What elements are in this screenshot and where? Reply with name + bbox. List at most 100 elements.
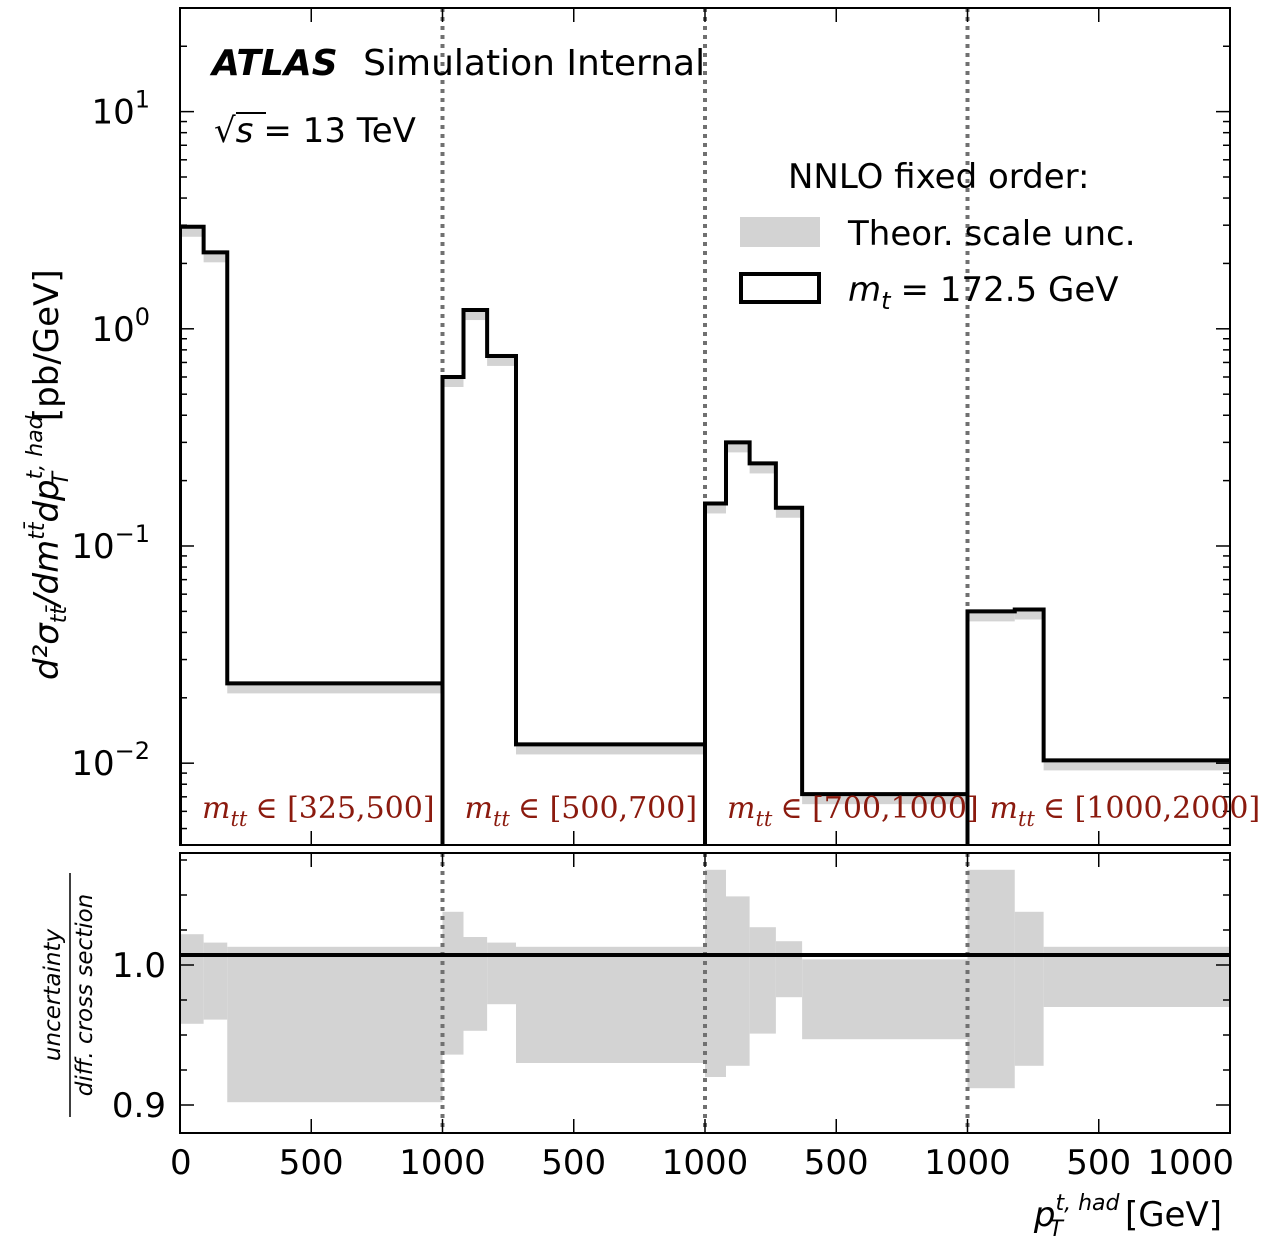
region-label-var: m [727,791,755,826]
bottom-uncertainty-band [180,869,1230,1103]
legend-line-swatch [739,272,821,304]
ratio-band-bin [203,942,228,1020]
ylabel-mid: /dm [27,540,67,609]
ylabel-sub2: T [49,470,74,485]
region-label-var: m [990,791,1018,826]
x-tick-labels: 0 500 1000 500 1000 500 1000 500 1000 [170,1143,1234,1183]
ratio-band-bin [463,937,488,1031]
legend-line-value: = 172.5 GeV [901,270,1119,310]
ratio-band-bin [749,927,776,1034]
x-tick-label: 500 [279,1143,344,1183]
ratio-band-bin [775,941,803,998]
ylabel-sub1: tt̄ [46,605,72,624]
ratio-band-bin [180,934,204,1024]
bottom-y-axis-label: uncertainty diff. cross section [40,873,98,1117]
x-tick-label: 1000 [1147,1143,1234,1183]
top-y-axis-label: d²σtt̄/dmtt̄dpt, hadT [pb/GeV] [23,269,74,680]
legend-line-sub: t [881,287,892,315]
top-band-bin [705,501,726,514]
energy-sqrt: √ [214,111,236,151]
x-tick-label: 1000 [662,1143,749,1183]
ratio-band-bin [726,896,750,1066]
bottom-panel: 0.9 1.0 0 500 1000 500 1000 500 1000 500 1000 unc… [40,852,1234,1242]
x-tick-label: 500 [804,1143,869,1183]
region-label-var: m [465,791,493,826]
region-label-1: mtt ∈ [325,500] [202,791,435,831]
ylabel-sup1: tt̄ [24,521,50,540]
legend-band-swatch [740,217,820,247]
legend-title: NNLO fixed order: [788,157,1089,197]
region-label-sub: tt [230,807,247,831]
xlabel-sup: t, had [1055,1191,1120,1216]
y-tick-base: 10 [71,527,114,567]
energy-value: = 13 TeV [263,111,416,151]
legend: NNLO fixed order: Theor. scale unc. mt = … [739,157,1136,315]
bottom-y-ticks: 0.9 1.0 [112,859,1230,1126]
y-tick-exp: −2 [115,737,150,765]
y-tick-base: 10 [91,310,134,350]
xlabel-main: p [1033,1195,1056,1235]
ratio-band-bin [802,959,968,1040]
y-tick-exp: 1 [135,86,150,114]
ylabel-mid2: dp [27,479,67,522]
region-label-range: ∈ [1000,2000] [1043,791,1260,826]
region-label-range: ∈ [500,700] [518,791,697,826]
bottom-x-ticks [179,853,1231,1133]
step-line-region-3 [703,440,970,845]
y-tick-exp: −1 [115,520,150,548]
y-tick-label: 100 [91,303,150,350]
ylabel-sup2: t, had [23,414,48,479]
y-tick-label: 10−1 [71,520,150,567]
region-label-sub: tt [493,807,510,831]
region-labels: mtt ∈ [325,500] mtt ∈ [500,700] mtt ∈ [700,10… [202,791,1260,831]
status-label: Simulation Internal [363,43,705,84]
energy-var: s [236,111,254,151]
y-tick-label: 10−2 [71,737,150,784]
x-tick-label: 0 [170,1143,192,1183]
ylabel-denominator: diff. cross section [72,894,98,1097]
step-line-region-1 [180,224,445,845]
energy-label: √s = 13 TeV [214,111,416,151]
svg-text:ATLAS Simulation Interna: ATLAS Simulation Internal [209,43,705,84]
y-tick-label: 101 [91,86,150,133]
top-x-ticks [179,8,1231,845]
ylabel-numerator: uncertainty [40,929,66,1062]
region-label-range: ∈ [700,1000] [780,791,978,826]
x-tick-label: 1000 [924,1143,1011,1183]
region-label-4: mtt ∈ [1000,2000] [990,791,1261,831]
region-label-var: m [202,791,230,826]
x-tick-label: 1000 [399,1143,486,1183]
region-label-3: mtt ∈ [700,1000] [727,791,979,831]
ratio-band-bin [442,911,464,1055]
ratio-band-bin [487,942,516,1005]
x-axis-label: pt, had T [GeV] [1033,1191,1222,1242]
legend-line-var: m [848,270,881,310]
step-line-region-2 [440,308,707,845]
y-tick-exp: 0 [135,303,150,331]
x-tick-label: 500 [1066,1143,1131,1183]
ylabel-main: d²σ [27,622,67,680]
legend-line-label: mt = 172.5 GeV [848,270,1119,315]
ratio-band-bin [516,946,705,1063]
xlabel-sub: T [1049,1217,1064,1242]
top-step-line [180,224,1230,845]
xlabel-unit: [GeV] [1125,1195,1222,1235]
ratio-y-tick-label: 1.0 [112,946,166,986]
step-line-region-4 [965,607,1230,845]
atlas-label: ATLAS [209,43,338,84]
ratio-band-bin [227,946,443,1103]
y-tick-base: 10 [71,744,114,784]
region-label-2: mtt ∈ [500,700] [465,791,698,831]
region-label-range: ∈ [325,500] [255,791,434,826]
ratio-band-bin [967,869,1015,1089]
ratio-y-tick-label: 0.9 [112,1086,166,1126]
region-label-sub: tt [755,807,772,831]
ratio-band-bin [1014,911,1044,1066]
legend-band-label: Theor. scale unc. [847,214,1136,254]
x-tick-label: 500 [541,1143,606,1183]
ylabel-unit: [pb/GeV] [27,269,67,431]
region-label-sub: tt [1018,807,1035,831]
